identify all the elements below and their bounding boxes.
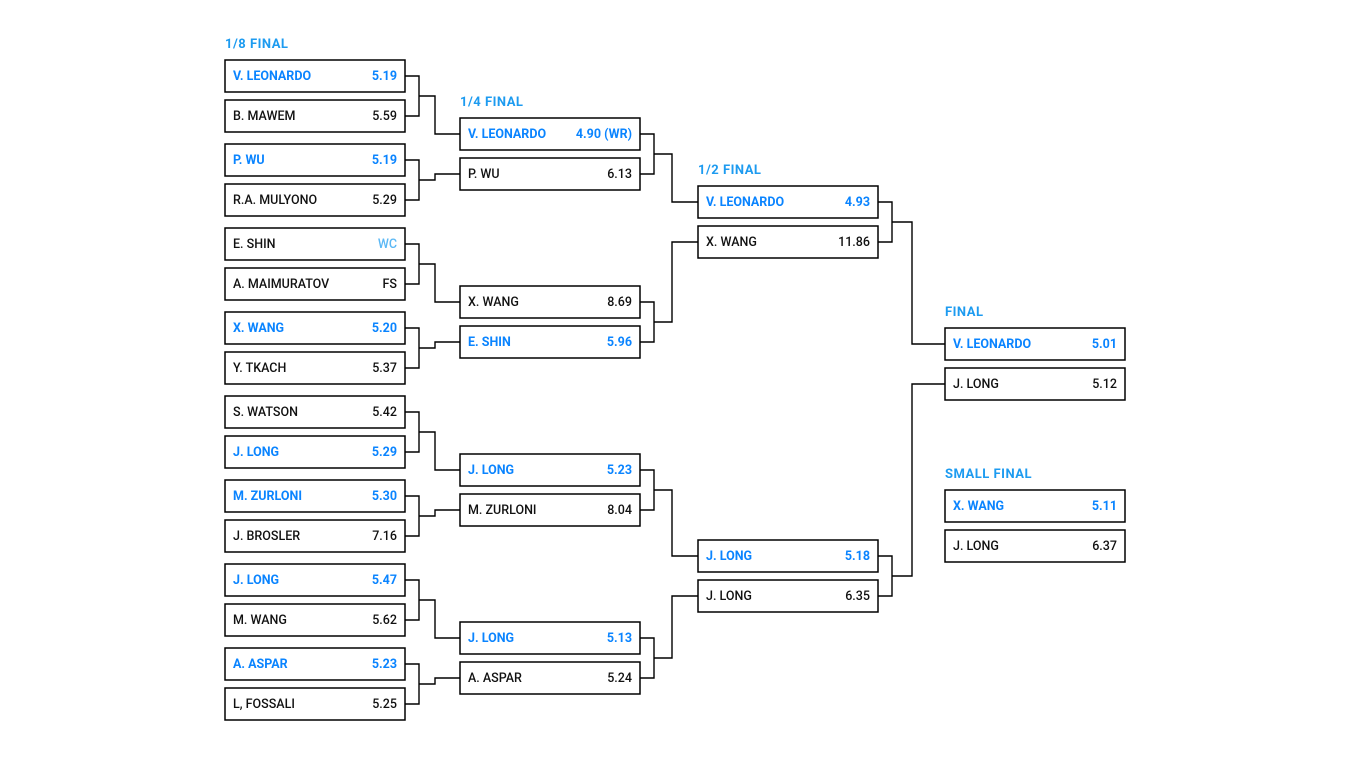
svg-text:6.13: 6.13 xyxy=(607,167,632,182)
svg-text:5.96: 5.96 xyxy=(607,335,632,350)
svg-text:J. LONG: J. LONG xyxy=(953,377,999,392)
svg-text:1/8 FINAL: 1/8 FINAL xyxy=(225,37,288,52)
svg-text:A. ASPAR: A. ASPAR xyxy=(233,657,288,672)
bracket-svg: 1/8 FINAL 1/4 FINAL 1/2 FINAL FINAL SMALL FI… xyxy=(0,0,1366,768)
svg-text:J. LONG: J. LONG xyxy=(233,573,279,588)
svg-text:R.A. MULYONO: R.A. MULYONO xyxy=(233,193,317,208)
svg-text:11.86: 11.86 xyxy=(838,235,870,250)
svg-text:5.24: 5.24 xyxy=(607,671,632,686)
svg-text:7.16: 7.16 xyxy=(372,529,397,544)
svg-text:1/4 FINAL: 1/4 FINAL xyxy=(460,95,523,110)
svg-text:5.30: 5.30 xyxy=(372,489,397,504)
svg-text:6.37: 6.37 xyxy=(1092,539,1117,554)
svg-text:5.29: 5.29 xyxy=(372,445,397,460)
svg-text:P. WU: P. WU xyxy=(233,153,265,168)
svg-text:M. WANG: M. WANG xyxy=(233,613,287,628)
svg-text:5.42: 5.42 xyxy=(372,405,397,420)
svg-text:8.04: 8.04 xyxy=(607,503,632,518)
svg-text:V. LEONARDO: V. LEONARDO xyxy=(706,195,784,210)
svg-text:Y. TKACH: Y. TKACH xyxy=(233,361,286,376)
svg-text:FINAL: FINAL xyxy=(945,305,984,320)
svg-text:J. LONG: J. LONG xyxy=(953,539,999,554)
svg-text:V. LEONARDO: V. LEONARDO xyxy=(953,337,1031,352)
svg-text:X. WANG: X. WANG xyxy=(953,499,1004,514)
svg-text:L, FOSSALI: L, FOSSALI xyxy=(233,697,295,712)
svg-text:M. ZURLONI: M. ZURLONI xyxy=(468,503,536,518)
svg-text:1/2 FINAL: 1/2 FINAL xyxy=(698,163,761,178)
svg-text:B. MAWEM: B. MAWEM xyxy=(233,109,296,124)
svg-text:5.47: 5.47 xyxy=(372,573,397,588)
svg-text:J. LONG: J. LONG xyxy=(706,589,752,604)
svg-text:V. LEONARDO: V. LEONARDO xyxy=(468,127,546,142)
svg-text:J. BROSLER: J. BROSLER xyxy=(233,529,300,544)
svg-text:A. ASPAR: A. ASPAR xyxy=(468,671,522,686)
svg-text:X. WANG: X. WANG xyxy=(468,295,519,310)
svg-text:5.18: 5.18 xyxy=(845,549,870,564)
svg-text:5.23: 5.23 xyxy=(607,463,632,478)
bracket-viewport: { "layout": { "width": 1366, "height": 7… xyxy=(0,0,1366,768)
svg-text:4.90 (WR): 4.90 (WR) xyxy=(576,127,632,142)
svg-text:5.59: 5.59 xyxy=(372,109,397,124)
svg-text:J. LONG: J. LONG xyxy=(468,631,514,646)
svg-text:5.20: 5.20 xyxy=(372,321,397,336)
svg-text:E. SHIN: E. SHIN xyxy=(468,335,511,350)
svg-text:4.93: 4.93 xyxy=(845,195,870,210)
svg-text:J. LONG: J. LONG xyxy=(468,463,514,478)
svg-text:J. LONG: J. LONG xyxy=(706,549,752,564)
svg-text:5.62: 5.62 xyxy=(372,613,397,628)
svg-text:6.35: 6.35 xyxy=(845,589,870,604)
svg-text:A. MAIMURATOV: A. MAIMURATOV xyxy=(233,277,329,292)
svg-text:S. WATSON: S. WATSON xyxy=(233,405,298,420)
svg-text:5.11: 5.11 xyxy=(1092,499,1117,514)
svg-text:V. LEONARDO: V. LEONARDO xyxy=(233,69,311,84)
svg-text:SMALL FINAL: SMALL FINAL xyxy=(945,467,1032,482)
svg-text:J. LONG: J. LONG xyxy=(233,445,279,460)
svg-text:5.37: 5.37 xyxy=(372,361,397,376)
svg-text:X. WANG: X. WANG xyxy=(233,321,284,336)
svg-text:X. WANG: X. WANG xyxy=(706,235,757,250)
svg-text:5.25: 5.25 xyxy=(372,697,397,712)
svg-text:5.13: 5.13 xyxy=(607,631,632,646)
svg-text:5.29: 5.29 xyxy=(372,193,397,208)
svg-text:WC: WC xyxy=(378,237,397,252)
svg-text:5.01: 5.01 xyxy=(1092,337,1117,352)
svg-text:5.23: 5.23 xyxy=(372,657,397,672)
svg-text:P. WU: P. WU xyxy=(468,167,500,182)
svg-text:5.19: 5.19 xyxy=(372,153,397,168)
svg-text:5.12: 5.12 xyxy=(1092,377,1117,392)
svg-text:8.69: 8.69 xyxy=(607,295,632,310)
svg-text:FS: FS xyxy=(383,277,398,292)
svg-text:E. SHIN: E. SHIN xyxy=(233,237,276,252)
svg-text:M. ZURLONI: M. ZURLONI xyxy=(233,489,302,504)
svg-text:5.19: 5.19 xyxy=(372,69,397,84)
